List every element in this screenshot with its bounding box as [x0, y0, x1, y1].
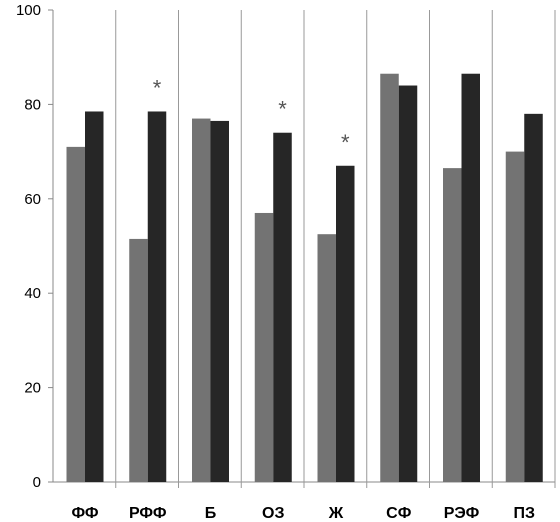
significance-marker: *	[278, 97, 287, 122]
significance-marker: *	[341, 130, 350, 155]
x-tick-label: ФФ	[71, 505, 98, 522]
bar-series2-1	[147, 111, 167, 482]
y-tick-label: 100	[16, 2, 41, 19]
bar-series2-0	[85, 111, 104, 482]
x-tick-label: Б	[205, 505, 217, 522]
bar-series1-1	[129, 238, 148, 482]
y-tick-label: 80	[24, 96, 41, 113]
bar-series1-6	[443, 168, 462, 482]
y-tick-label: 0	[33, 474, 41, 491]
y-tick-label: 20	[24, 380, 41, 397]
bar-series2-7	[524, 113, 543, 482]
bar-series1-3	[254, 212, 274, 482]
bar-series1-0	[66, 146, 85, 482]
bar-series1-2	[192, 118, 211, 482]
bar-series1-5	[380, 73, 399, 482]
bar-series2-2	[210, 120, 229, 483]
x-tick-label: РФФ	[129, 505, 167, 522]
bar-series1-7	[505, 151, 525, 482]
bar-series2-5	[398, 85, 418, 483]
x-tick-label: РЭФ	[444, 505, 480, 522]
bar-series2-3	[273, 132, 292, 482]
y-tick-label: 60	[24, 191, 41, 208]
x-tick-label: Ж	[328, 505, 344, 522]
bar-series2-6	[461, 73, 480, 482]
x-tick-label: ПЗ	[513, 505, 535, 522]
bar-series1-4	[317, 234, 336, 482]
y-tick-label: 40	[24, 285, 41, 302]
bars	[66, 73, 543, 483]
significance-marker: *	[153, 75, 162, 100]
x-tick-label: ОЗ	[262, 505, 284, 522]
x-tick-label: СФ	[386, 505, 412, 522]
labels: 0 20 40 60 80 100 ФФ РФФ Б ОЗ Ж СФ РЭФ ПЗ * * *	[16, 2, 535, 522]
bar-series2-4	[336, 165, 355, 482]
